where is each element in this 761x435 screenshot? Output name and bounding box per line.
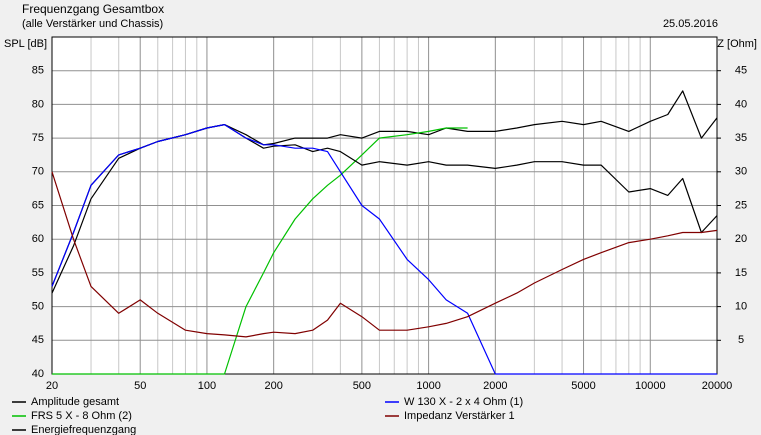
series-line [51, 124, 717, 375]
legend-label: Amplitude gesamt [31, 396, 119, 408]
y-tick-label: 75 [32, 132, 44, 144]
y2-tick-label: 20 [735, 233, 747, 245]
legend-label: FRS 5 X - 8 Ohm (2) [31, 410, 132, 422]
y-tick-label: 80 [32, 98, 44, 110]
y-tick-label: 45 [32, 334, 44, 346]
y2-tick-label: 45 [735, 65, 747, 77]
x-tick-label: 20000 [702, 380, 733, 392]
y2-tick-label: 35 [735, 132, 747, 144]
y2-tick-label: 30 [735, 166, 747, 178]
y-axis-label: SPL [dB] [4, 38, 47, 50]
legend-label: Energiefrequenzgang [31, 424, 136, 435]
legend-label: W 130 X - 2 x 4 Ohm (1) [404, 396, 523, 408]
plot-border [51, 36, 718, 375]
y2-axis-label: Z [Ohm] [717, 38, 757, 50]
x-tick-label: 1000 [416, 380, 440, 392]
y-tick-label: 55 [32, 267, 44, 279]
x-tick-label: 500 [353, 380, 371, 392]
y2-tick-label: 5 [738, 334, 744, 346]
x-tick-label: 20 [46, 380, 58, 392]
x-tick-label: 50 [134, 380, 146, 392]
y-tick-label: 65 [32, 199, 44, 211]
x-tick-label: 10000 [635, 380, 666, 392]
legend-label: Impedanz Verstärker 1 [404, 410, 515, 422]
y-tick-label: 70 [32, 166, 44, 178]
y2-tick-label: 15 [735, 267, 747, 279]
x-tick-label: 2000 [483, 380, 507, 392]
series-line [51, 171, 718, 338]
y-tick-label: 60 [32, 233, 44, 245]
y2-tick-label: 40 [735, 98, 747, 110]
y2-tick-label: 25 [735, 199, 747, 211]
y-tick-label: 85 [32, 65, 44, 77]
x-tick-label: 100 [198, 380, 216, 392]
date: 25.05.2016 [663, 18, 718, 30]
series-line [52, 127, 468, 375]
x-tick-label: 200 [264, 380, 282, 392]
y2-tick-label: 10 [735, 301, 747, 313]
chart-title: Frequenzgang Gesamtbox [22, 2, 164, 16]
y-tick-label: 40 [32, 368, 44, 380]
y-tick-label: 50 [32, 301, 44, 313]
x-tick-label: 5000 [571, 380, 595, 392]
chart-subtitle: (alle Verstärker und Chassis) [22, 18, 163, 30]
